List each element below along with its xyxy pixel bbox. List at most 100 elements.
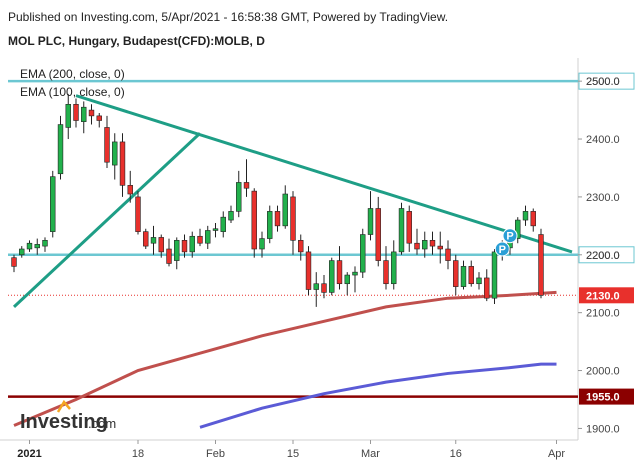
candle [65, 93, 71, 140]
candle [189, 231, 195, 258]
candle [391, 240, 397, 290]
candle-body [375, 208, 381, 261]
candle [57, 115, 64, 180]
candle [181, 234, 188, 258]
candle-body [88, 109, 95, 117]
price-tick-label: 2500.0 [586, 76, 620, 88]
candle-body [383, 260, 389, 285]
candle-body [360, 234, 366, 273]
candle [437, 231, 443, 264]
time-axis: 2021 18 Feb 15 Mar 16 Apr [17, 440, 565, 460]
candle-body [290, 196, 296, 241]
candle [143, 228, 149, 249]
candle [205, 225, 211, 249]
candle [453, 254, 459, 296]
candle-body [367, 208, 374, 235]
candle [290, 191, 296, 255]
candle-body [274, 211, 281, 227]
candle [305, 246, 312, 296]
candle [367, 191, 374, 241]
hline-label: 1955.0 [586, 392, 620, 404]
candle-body [34, 244, 40, 249]
ema-lines [13, 290, 557, 429]
candle [515, 217, 521, 244]
candle [445, 240, 451, 270]
candle [259, 231, 265, 258]
logo-suffix: .com [88, 416, 116, 431]
trendlines [12, 94, 573, 308]
candle [484, 269, 490, 302]
candle [34, 238, 40, 255]
candle [150, 225, 157, 255]
horizontal-lines: 2500.0 2200.0 1955.0 2130.0 [8, 72, 635, 405]
candle-body [484, 277, 490, 299]
candle-body [127, 185, 133, 195]
logo-name: Investing [20, 411, 108, 433]
instrument-title: MOL PLC, Hungary, Budapest(CFD):MOLB, D [8, 34, 265, 48]
candle-body [181, 240, 188, 253]
candle [11, 254, 17, 273]
candle [112, 133, 118, 180]
candle-body [282, 193, 288, 227]
candle [119, 133, 126, 197]
candle-body [406, 211, 412, 244]
candle [127, 170, 133, 203]
candle-body [259, 238, 265, 250]
candles [11, 93, 544, 307]
candle-body [57, 124, 64, 175]
candle-body [73, 104, 79, 121]
candle [197, 228, 203, 247]
candle-body [166, 248, 172, 264]
logo-swoosh-icon [56, 399, 71, 413]
candle-body [445, 248, 451, 261]
p-marker-label: P [499, 244, 506, 256]
candle-body [468, 266, 474, 285]
candle [174, 237, 180, 270]
candle-body [414, 242, 420, 250]
candle-body [437, 245, 443, 250]
candle-body [119, 141, 126, 186]
candle-body [150, 237, 157, 244]
investing-logo: Investing .com [20, 399, 116, 433]
candle-body [329, 260, 335, 293]
legend-ema200: EMA (200, close, 0) [20, 67, 125, 81]
hline-label: 2200.0 [586, 250, 620, 262]
legend: EMA (200, close, 0) EMA (100, close, 0) [20, 67, 125, 99]
candle [267, 205, 273, 244]
p-marker-label: P [506, 231, 513, 243]
candle [96, 112, 102, 128]
candle-body [158, 237, 164, 253]
candle-body [26, 242, 33, 250]
candle-body [515, 219, 521, 239]
candle-body [19, 248, 25, 256]
time-tick-label: 16 [450, 448, 462, 460]
trendline-1 [12, 132, 202, 308]
candle [243, 159, 250, 197]
candle-body [313, 283, 319, 290]
price-tick-label: 2300.0 [586, 192, 620, 204]
candle-body [538, 234, 544, 296]
time-tick-label: Apr [548, 448, 565, 460]
candle-body [236, 182, 242, 212]
candle [73, 98, 79, 128]
trendline-2 [75, 94, 573, 254]
chart-grid [0, 58, 579, 441]
legend-ema100: EMA (100, close, 0) [20, 85, 125, 99]
candle [88, 104, 95, 125]
candle-body [243, 182, 250, 189]
time-tick-label: Mar [361, 448, 380, 460]
candle [42, 237, 48, 252]
candle [212, 222, 219, 238]
price-tick-label: 2000.0 [586, 366, 620, 378]
candle [26, 240, 33, 252]
candle-body [491, 251, 498, 299]
candle [282, 185, 288, 229]
candle [19, 246, 25, 258]
candle-body [336, 260, 343, 285]
candle [414, 228, 420, 255]
candle-body [228, 211, 234, 221]
candle [274, 205, 281, 232]
candle-body [522, 211, 529, 221]
candle-body [205, 230, 211, 244]
